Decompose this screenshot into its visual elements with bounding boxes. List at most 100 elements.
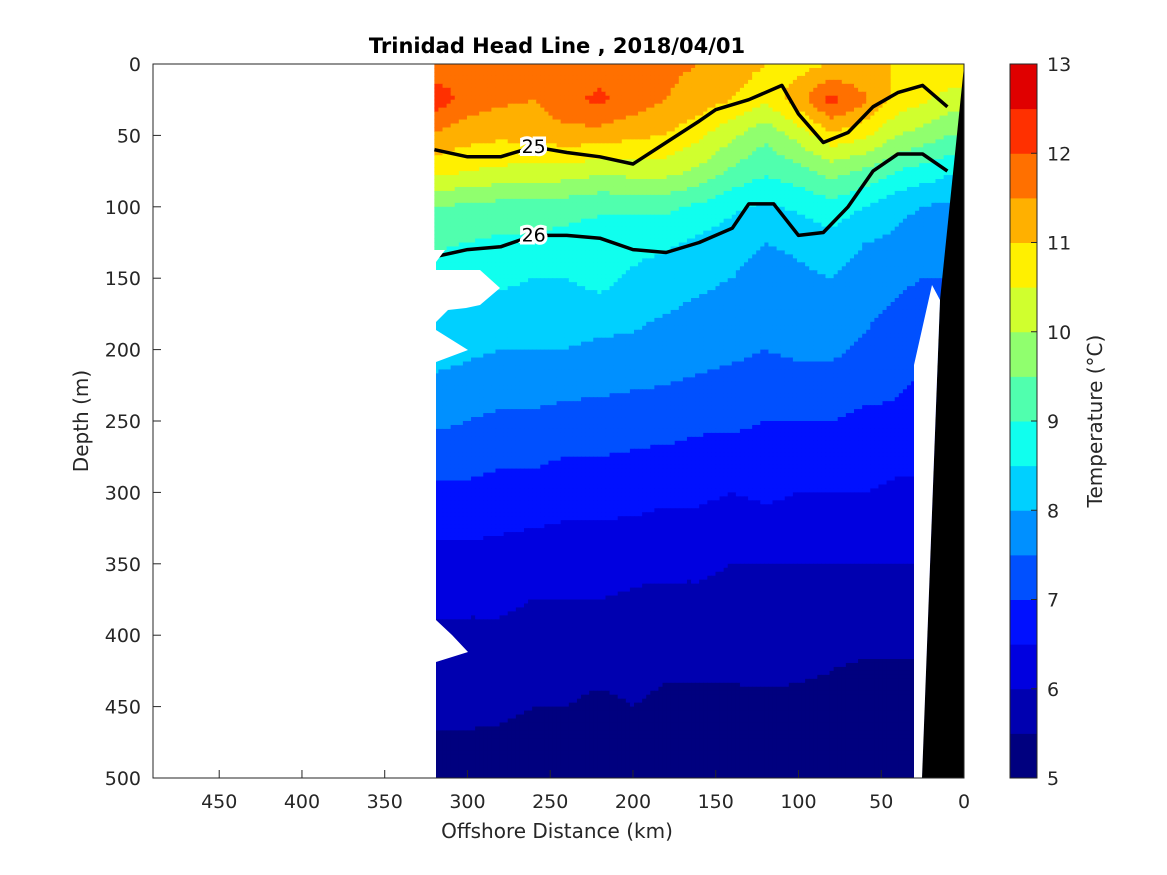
temperature-cell (854, 198, 859, 204)
temperature-cell (947, 135, 953, 140)
temperature-cell (568, 64, 574, 69)
temperature-cell (833, 91, 839, 97)
temperature-cell (731, 111, 737, 117)
temperature-cell (621, 64, 627, 69)
temperature-cell (821, 99, 827, 105)
temperature-cell (715, 115, 721, 121)
temperature-cell (479, 179, 484, 184)
temperature-cell (503, 159, 509, 164)
temperature-cell (442, 87, 448, 93)
temperature-cell (564, 183, 570, 188)
temperature-cell (727, 167, 733, 172)
temperature-cell (450, 83, 456, 89)
temperature-cell (691, 179, 696, 184)
temperature-cell (487, 147, 492, 152)
temperature-cell (772, 151, 778, 156)
temperature-cell (943, 163, 949, 168)
temperature-cell (585, 103, 590, 109)
temperature-cell (540, 171, 545, 176)
temperature-cell (947, 139, 953, 144)
temperature-cell (719, 186, 725, 192)
temperature-cell (609, 179, 615, 184)
temperature-cell (552, 127, 558, 133)
temperature-cell (902, 210, 908, 216)
temperature-cell (609, 155, 615, 160)
temperature-cell (442, 64, 448, 69)
temperature-cell (442, 210, 448, 216)
temperature-cell (585, 163, 590, 168)
temperature-cell (654, 179, 660, 184)
temperature-cell (768, 115, 774, 121)
temperature-cell (699, 71, 704, 77)
temperature-cell (691, 190, 696, 196)
temperature-cell (487, 163, 492, 168)
temperature-cell (911, 75, 916, 81)
temperature-cell (507, 202, 513, 208)
temperature-cell (581, 183, 586, 188)
temperature-cell (955, 75, 961, 81)
temperature-cell (601, 139, 607, 144)
temperature-cell (760, 143, 765, 148)
temperature-cell (519, 103, 525, 109)
temperature-cell (491, 135, 497, 140)
temperature-cell (479, 214, 484, 220)
temperature-cell (605, 214, 611, 220)
temperature-cell (548, 75, 554, 81)
temperature-cell (674, 151, 680, 156)
temperature-cell (483, 64, 488, 69)
temperature-cell (752, 179, 757, 184)
temperature-cell (760, 87, 765, 93)
temperature-cell (662, 171, 668, 176)
temperature-cell (601, 71, 607, 77)
temperature-cell (532, 202, 537, 208)
temperature-cell (735, 119, 741, 125)
temperature-cell (442, 99, 448, 105)
temperature-cell (760, 163, 765, 168)
temperature-cell (935, 186, 941, 192)
temperature-cell (593, 151, 598, 156)
temperature-cell (564, 87, 570, 93)
temperature-cell (711, 64, 717, 69)
temperature-cell (434, 135, 440, 140)
temperature-cell (699, 163, 704, 168)
temperature-cell (581, 147, 586, 152)
temperature-cell (519, 135, 525, 140)
temperature-cell (471, 214, 476, 220)
temperature-cell (752, 151, 757, 156)
temperature-cell (723, 119, 729, 125)
temperature-cell (556, 115, 562, 121)
temperature-cell (752, 175, 757, 180)
temperature-cell (462, 71, 468, 77)
temperature-cell (503, 131, 509, 136)
temperature-cell (890, 186, 896, 192)
temperature-cell (544, 64, 550, 69)
temperature-cell (784, 210, 790, 216)
temperature-cell (642, 83, 647, 89)
temperature-cell (715, 139, 721, 144)
temperature-cell (662, 183, 668, 188)
temperature-cell (837, 143, 843, 148)
temperature-cell (784, 167, 790, 172)
temperature-cell (650, 71, 655, 77)
temperature-cell (605, 123, 611, 129)
temperature-cell (849, 202, 855, 208)
temperature-cell (560, 206, 566, 212)
temperature-cell (662, 64, 668, 69)
temperature-cell (503, 147, 509, 152)
temperature-cell (638, 186, 643, 192)
temperature-cell (923, 67, 928, 73)
temperature-cell (454, 64, 460, 69)
temperature-cell (711, 186, 717, 192)
temperature-cell (923, 139, 928, 144)
temperature-cell (748, 198, 753, 204)
temperature-cell (735, 131, 741, 136)
temperature-cell (438, 167, 444, 172)
temperature-cell (772, 83, 778, 89)
temperature-cell (862, 198, 867, 204)
temperature-cell (760, 119, 765, 125)
temperature-cell (939, 115, 945, 121)
temperature-cell (540, 163, 545, 168)
temperature-cell (593, 87, 598, 93)
temperature-cell (503, 119, 509, 125)
temperature-cell (560, 135, 566, 140)
